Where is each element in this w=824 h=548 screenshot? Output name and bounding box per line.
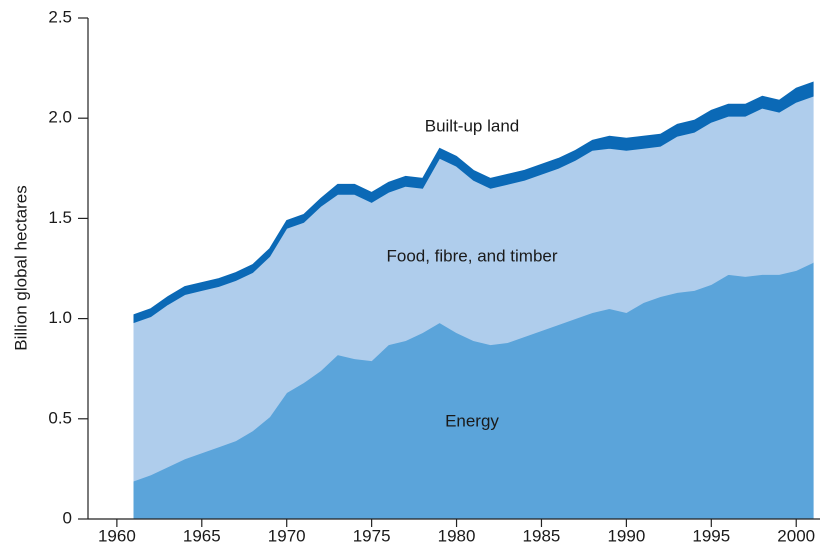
series-label: Energy	[445, 411, 499, 430]
y-tick-label: 1.0	[48, 308, 72, 327]
x-tick-label: 1995	[692, 526, 730, 545]
y-tick-label: 0	[63, 508, 72, 527]
series-label: Built-up land	[425, 116, 520, 135]
series-label: Food, fibre, and timber	[386, 246, 557, 265]
x-tick-label: 1980	[438, 526, 476, 545]
x-tick-label: 2000	[777, 526, 815, 545]
y-tick-label: 2.0	[48, 108, 72, 127]
area	[133, 81, 814, 324]
y-tick-label: 1.5	[48, 208, 72, 227]
y-tick-label: 2.5	[48, 7, 72, 26]
x-tick-label: 1990	[607, 526, 645, 545]
x-tick-label: 1970	[268, 526, 306, 545]
y-axis-label: Billion global hectares	[11, 185, 30, 350]
y-tick-label: 0.5	[48, 408, 72, 427]
x-tick-label: 1965	[183, 526, 221, 545]
x-tick-label: 1960	[98, 526, 136, 545]
x-tick-label: 1985	[523, 526, 561, 545]
x-tick-label: 1975	[353, 526, 391, 545]
